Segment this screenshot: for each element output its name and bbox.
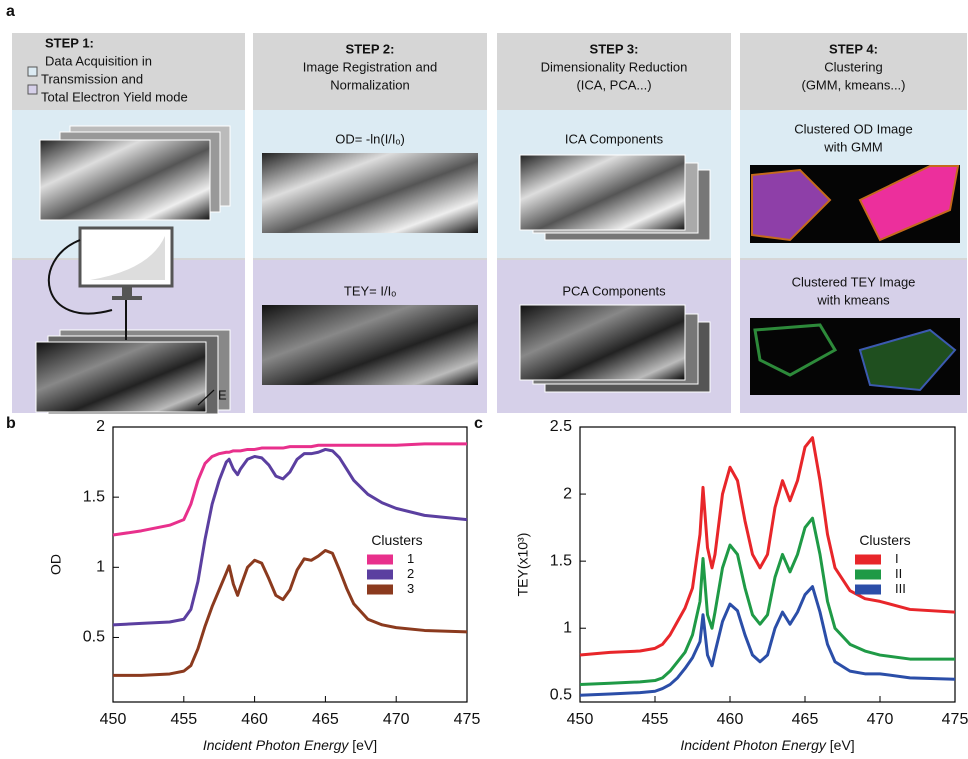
x-tick-label: 465 <box>312 711 339 728</box>
x-tick-label: 450 <box>100 711 127 728</box>
legend-swatch <box>367 569 393 580</box>
y-tick-label: 1 <box>563 619 572 636</box>
plot-frame <box>112 426 468 703</box>
series-line <box>579 516 955 687</box>
y-tick-label: 2.5 <box>550 418 572 435</box>
legend-swatch <box>855 554 881 565</box>
x-axis-label-name: Incident Photon Energy <box>203 737 350 753</box>
y-axis-label: OD <box>48 554 64 575</box>
legend-label: 3 <box>407 581 414 596</box>
x-axis-label: Incident Photon Energy [eV] <box>680 737 854 753</box>
legend-swatch <box>367 554 393 565</box>
x-axis-label-unit: [eV] <box>830 737 855 753</box>
energy-label: E <box>218 387 227 402</box>
y-tick-label: 2 <box>96 418 105 435</box>
series-line <box>579 436 956 657</box>
x-tick-label: 470 <box>383 711 410 728</box>
image-stacks <box>35 125 960 415</box>
series-line <box>579 585 956 697</box>
image-label: Clustered TEY Image <box>792 274 916 289</box>
step-title: STEP 2: <box>346 41 395 56</box>
image-label: Clustered OD Image <box>794 121 913 136</box>
image-label: OD= -ln(I/Iₒ) <box>335 131 405 146</box>
x-tick-label: 455 <box>642 711 669 728</box>
y-tick-label: 1 <box>96 559 105 576</box>
image-label: ICA Components <box>565 131 664 146</box>
y-tick-label: 1.5 <box>550 552 572 569</box>
legend-swatch <box>367 584 393 595</box>
step-title: STEP 1: <box>45 35 94 50</box>
x-axis-label-unit: [eV] <box>352 737 377 753</box>
legend-label: III <box>895 581 906 596</box>
step-title: STEP 3: <box>590 41 639 56</box>
step-title: STEP 4: <box>829 41 878 56</box>
image-label: with kmeans <box>816 292 890 307</box>
y-tick-label: 2 <box>563 485 572 502</box>
step-description: Data Acquisition in <box>45 53 152 68</box>
x-tick-label: 475 <box>454 711 481 728</box>
x-tick-label: 470 <box>867 711 894 728</box>
y-tick-label: 0.5 <box>83 629 105 646</box>
step-description: Image Registration and <box>303 59 437 74</box>
x-axis-label-name: Incident Photon Energy <box>680 737 827 753</box>
step-description: Total Electron Yield mode <box>41 89 188 104</box>
x-tick-label: 450 <box>567 711 594 728</box>
y-tick-label: 0.5 <box>550 687 572 704</box>
legend-swatch <box>855 584 881 595</box>
legend-label: 2 <box>407 566 414 581</box>
legend-swatch <box>855 569 881 580</box>
x-axis-label: Incident Photon Energy [eV] <box>203 737 377 753</box>
step-description: (ICA, PCA...) <box>576 77 651 92</box>
step-description: Transmission and <box>41 71 143 86</box>
image-label: with GMM <box>823 139 883 154</box>
step-description: (GMM, kmeans...) <box>801 77 905 92</box>
x-tick-label: 465 <box>792 711 819 728</box>
panel-label: b <box>6 415 16 432</box>
y-axis-label: TEY(x10³) <box>515 533 531 597</box>
step-description: Normalization <box>330 77 409 92</box>
series-line <box>112 447 468 627</box>
legend-label: I <box>895 551 899 566</box>
image-label: TEY= I/Iₒ <box>344 283 396 298</box>
x-tick-label: 460 <box>717 711 744 728</box>
x-tick-label: 475 <box>942 711 968 728</box>
panel-label: a <box>6 3 15 20</box>
x-tick-label: 455 <box>170 711 197 728</box>
step-description: Dimensionality Reduction <box>541 59 688 74</box>
series-line <box>112 442 467 537</box>
legend-title: Clusters <box>859 532 910 548</box>
legend-title: Clusters <box>371 532 422 548</box>
series-line <box>113 548 468 677</box>
x-tick-label: 460 <box>241 711 268 728</box>
legend-label: 1 <box>407 551 414 566</box>
plot-frame <box>579 426 956 703</box>
panel-label: c <box>474 415 483 432</box>
legend-label: II <box>895 566 902 581</box>
y-tick-label: 1.5 <box>83 488 105 505</box>
image-label: PCA Components <box>562 283 666 298</box>
step-description: Clustering <box>824 59 883 74</box>
